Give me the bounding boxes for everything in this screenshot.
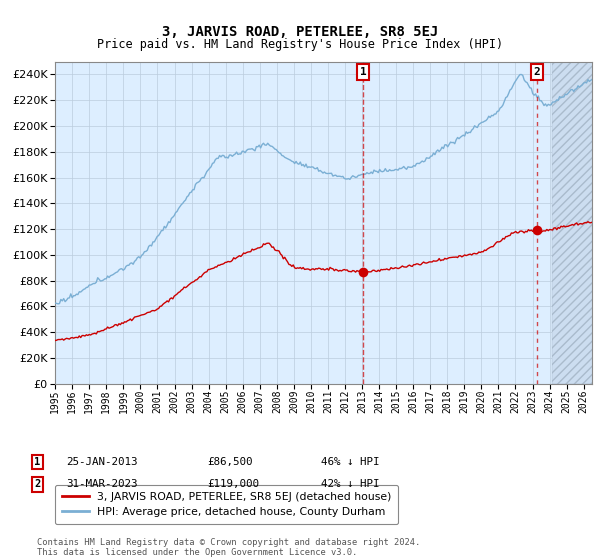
Text: £86,500: £86,500 (207, 457, 253, 467)
Text: 2: 2 (533, 67, 540, 77)
Text: £119,000: £119,000 (207, 479, 259, 489)
Text: Price paid vs. HM Land Registry's House Price Index (HPI): Price paid vs. HM Land Registry's House … (97, 38, 503, 51)
Text: 3, JARVIS ROAD, PETERLEE, SR8 5EJ: 3, JARVIS ROAD, PETERLEE, SR8 5EJ (162, 25, 438, 39)
Text: 42% ↓ HPI: 42% ↓ HPI (321, 479, 380, 489)
Text: 1: 1 (34, 457, 40, 467)
Text: 25-JAN-2013: 25-JAN-2013 (66, 457, 137, 467)
Text: 46% ↓ HPI: 46% ↓ HPI (321, 457, 380, 467)
Text: Contains HM Land Registry data © Crown copyright and database right 2024.
This d: Contains HM Land Registry data © Crown c… (37, 538, 421, 557)
Text: 31-MAR-2023: 31-MAR-2023 (66, 479, 137, 489)
Bar (553, 62, 600, 384)
Legend: 3, JARVIS ROAD, PETERLEE, SR8 5EJ (detached house), HPI: Average price, detached: 3, JARVIS ROAD, PETERLEE, SR8 5EJ (detac… (55, 486, 398, 524)
Text: 2: 2 (34, 479, 40, 489)
Text: 1: 1 (360, 67, 367, 77)
